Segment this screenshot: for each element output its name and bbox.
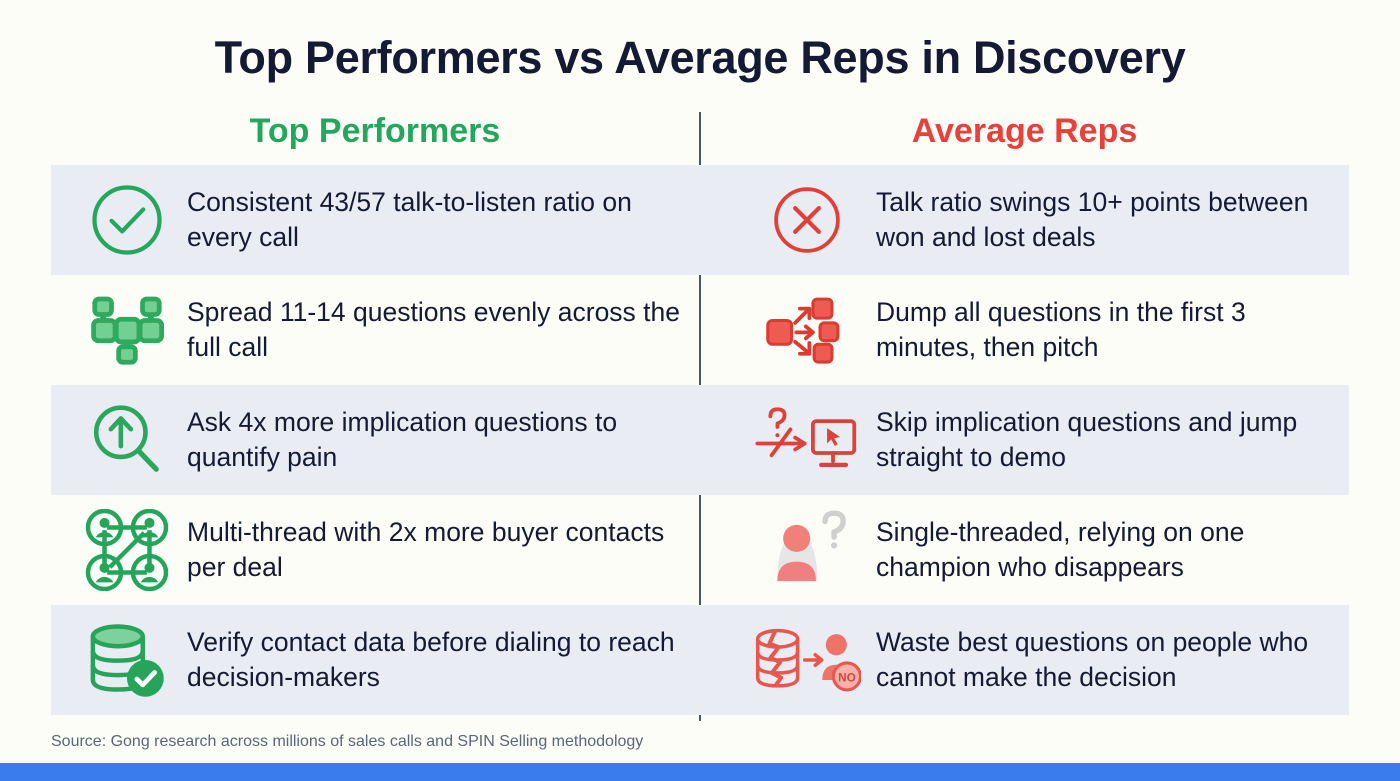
row-text-left: Multi-thread with 2x more buyer contacts… [187,516,665,582]
page-title: Top Performers vs Average Reps in Discov… [214,32,1186,83]
row-cell-left: Consistent 43/57 talk-to-listen ratio on… [51,165,699,275]
table-row: Ask 4x more implication questions to qua… [51,385,1349,495]
row-text-left: Spread 11-14 questions evenly across the… [187,296,681,362]
faded-person-question-icon [748,502,866,598]
row-text-right: Skip implication questions and jump stra… [876,406,1298,472]
row-cell-left: Verify contact data before dialing to re… [51,605,699,715]
people-network-icon [73,502,181,598]
row-text-left: Verify contact data before dialing to re… [187,626,675,692]
database-check-icon [73,612,181,708]
row-text-right: Dump all questions in the first 3 minute… [876,296,1246,362]
column-header-average-reps: Average Reps [911,112,1138,150]
source-note: Source: Gong research across millions of… [51,733,644,750]
row-text-left: Ask 4x more implication questions to qua… [187,406,618,472]
svg-text:NO: NO [838,672,856,685]
comparison-rows: Consistent 43/57 talk-to-listen ratio on… [51,165,1349,715]
magnifier-up-arrow-icon [73,392,181,488]
row-text-right: Waste best questions on people who canno… [876,626,1309,692]
table-row: Verify contact data before dialing to re… [51,605,1349,715]
row-cell-left: Multi-thread with 2x more buyer contacts… [51,495,699,605]
table-row: Multi-thread with 2x more buyer contacts… [51,495,1349,605]
row-text-right: Talk ratio swings 10+ points between won… [876,186,1309,252]
table-row: Spread 11-14 questions evenly across the… [51,275,1349,385]
check-circle-icon [73,172,181,268]
broken-database-person-no-icon: NO [748,612,866,708]
row-cell-right: Skip implication questions and jump stra… [699,385,1349,495]
table-row: Consistent 43/57 talk-to-listen ratio on… [51,165,1349,275]
row-cell-right: NO Waste best questions on people who ca… [699,605,1349,715]
question-skip-to-monitor-icon [748,392,866,488]
row-cell-left: Ask 4x more implication questions to qua… [51,385,699,495]
row-cell-right: Dump all questions in the first 3 minute… [699,275,1349,385]
row-cell-right: Single-threaded, relying on one champion… [699,495,1349,605]
column-header-top-performers: Top Performers [249,112,501,150]
x-circle-icon [748,172,866,268]
row-text-left: Consistent 43/57 talk-to-listen ratio on… [187,186,632,252]
node-network-icon [73,282,181,378]
bottom-accent-bar [0,763,1400,781]
scattered-blocks-arrows-icon [748,282,866,378]
row-cell-left: Spread 11-14 questions evenly across the… [51,275,699,385]
row-cell-right: Talk ratio swings 10+ points between won… [699,165,1349,275]
row-text-right: Single-threaded, relying on one champion… [876,516,1245,582]
